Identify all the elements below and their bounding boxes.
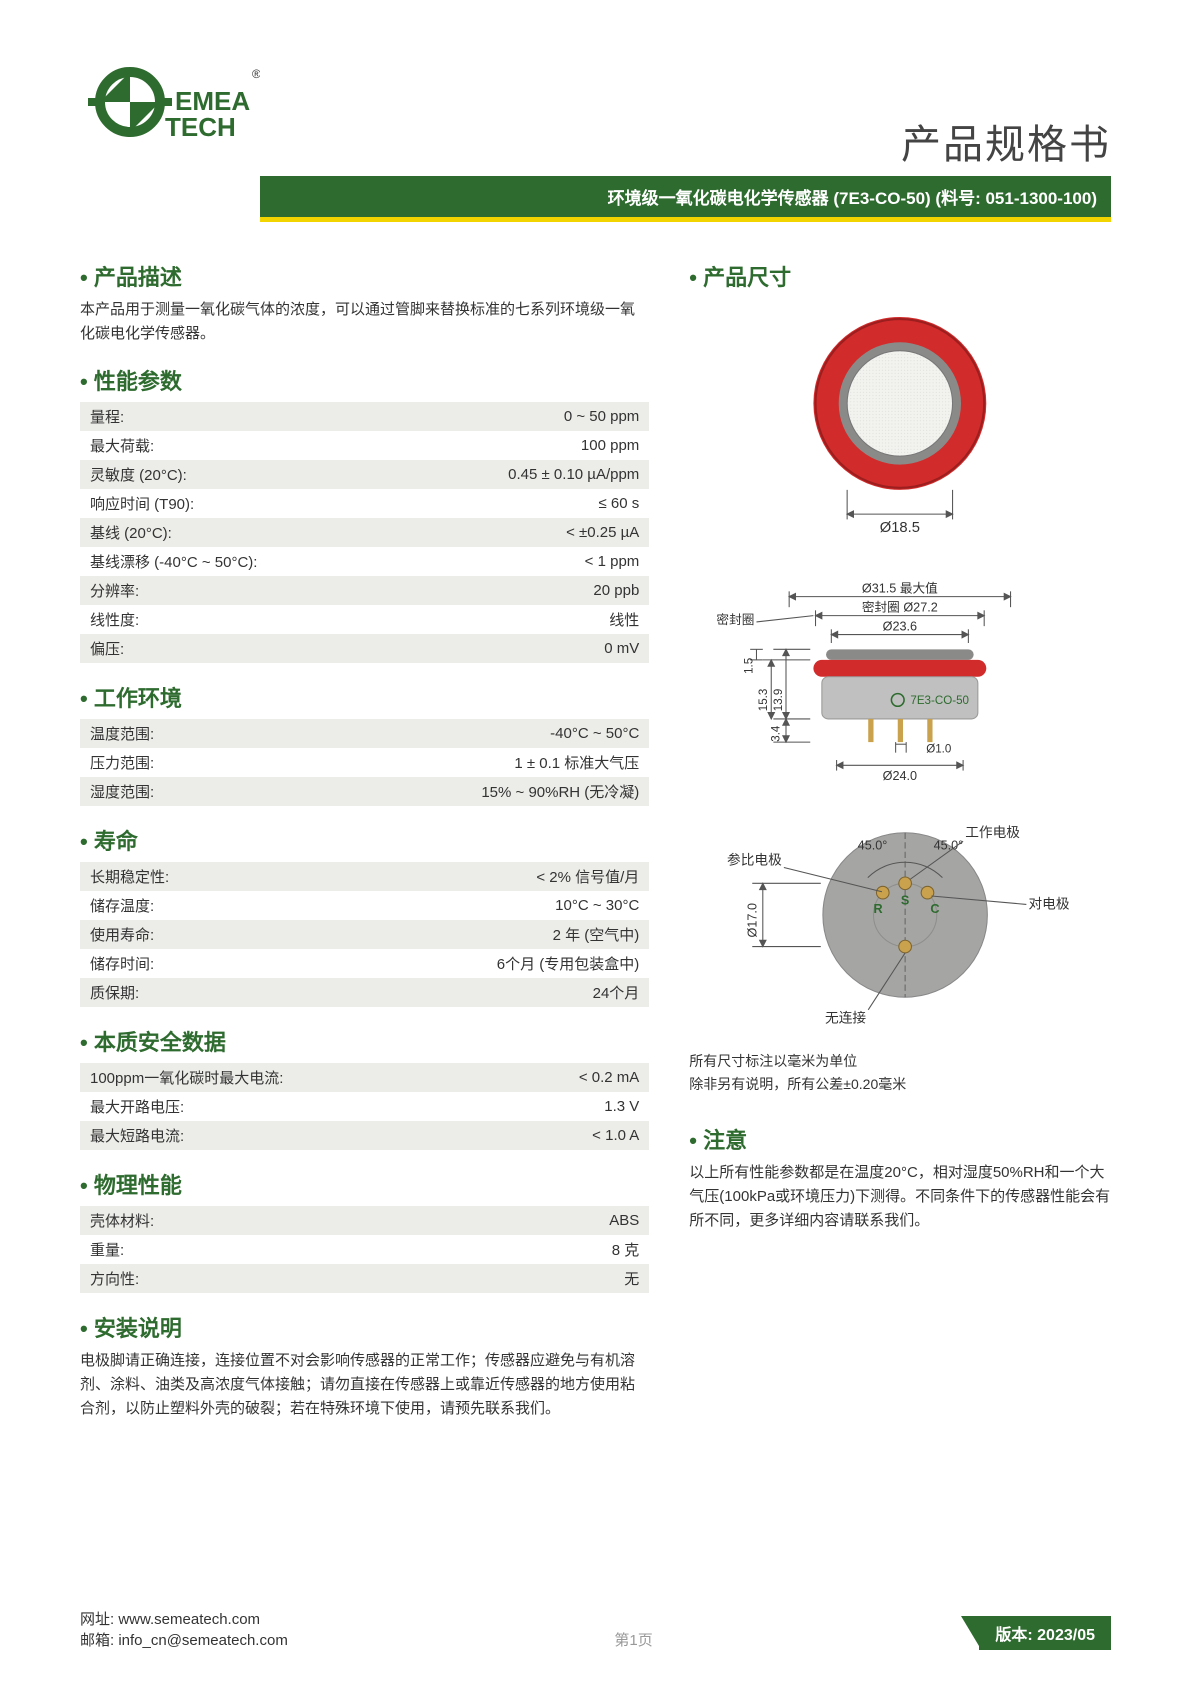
dim-pin-circle: Ø24.0: [883, 769, 917, 783]
table-row: 压力范围:1 ± 0.1 标准大气压: [80, 748, 649, 777]
document-title: 产品规格书: [901, 112, 1111, 170]
table-row: 储存温度:10°C ~ 30°C: [80, 891, 649, 920]
table-row: 温度范围:-40°C ~ 50°C: [80, 719, 649, 748]
table-row: 线性度:线性: [80, 605, 649, 634]
footer-page-number: 第1页: [614, 1629, 652, 1650]
diagram-side-view: Ø31.5 最大值 密封圈 Ø27.2 Ø23.6 密封圈 7E3-CO-50: [689, 565, 1111, 800]
registered-mark: ®: [252, 67, 260, 81]
table-row: 响应时间 (T90):≤ 60 s: [80, 489, 649, 518]
table-row: 长期稳定性:< 2% 信号值/月: [80, 862, 649, 891]
table-row: 储存时间:6个月 (专用包装盒中): [80, 949, 649, 978]
dim-angle-left: 45.0°: [858, 839, 888, 853]
dim-angle-right: 45.0°: [934, 839, 964, 853]
label-working-electrode: 工作电极: [966, 825, 1021, 840]
table-row: 灵敏度 (20°C):0.45 ± 0.10 µA/ppm: [80, 460, 649, 489]
product-banner: 环境级一氧化碳电化学传感器 (7E3-CO-50) (料号: 051-1300-…: [260, 176, 1111, 222]
dim-bottom-dia: Ø17.0: [746, 903, 760, 937]
dim-pin-len: 3.4: [771, 725, 783, 742]
table-row: 分辨率:20 ppb: [80, 576, 649, 605]
table-row: 方向性:无: [80, 1264, 649, 1293]
performance-table: 量程:0 ~ 50 ppm 最大荷载:100 ppm 灵敏度 (20°C):0.…: [80, 402, 649, 663]
table-row: 基线漂移 (-40°C ~ 50°C):< 1 ppm: [80, 547, 649, 576]
table-row: 壳体材料:ABS: [80, 1206, 649, 1235]
section-title-physical: 物理性能: [80, 1168, 649, 1200]
table-row: 量程:0 ~ 50 ppm: [80, 402, 649, 431]
description-text: 本产品用于测量一氧化碳气体的浓度，可以通过管脚来替换标准的七系列环境级一氧化碳电…: [80, 298, 649, 346]
table-row: 湿度范围:15% ~ 90%RH (无冷凝): [80, 777, 649, 806]
section-title-lifetime: 寿命: [80, 824, 649, 856]
label-reference-electrode: 参比电极: [727, 852, 782, 868]
dim-h-body: 13.9: [773, 688, 785, 711]
label-counter-electrode: 对电极: [1029, 897, 1070, 912]
pin-letter-s: S: [901, 894, 909, 908]
footer-website: 网址: www.semeatech.com: [80, 1608, 288, 1629]
page-footer: 网址: www.semeatech.com 邮箱: info_cn@semeat…: [80, 1608, 1111, 1650]
dimensions-note: 所有尺寸标注以毫米为单位 除非另有说明，所有公差±0.20毫米: [689, 1050, 1111, 1095]
svg-text:TECH: TECH: [165, 112, 236, 142]
table-row: 最大短路电流:< 1.0 A: [80, 1121, 649, 1150]
diagram-top-view: Ø18.5: [689, 298, 1111, 565]
diagram-bottom-view: R S C 45.0° 45.0°: [689, 799, 1111, 1034]
notice-text: 以上所有性能参数都是在温度20°C，相对湿度50%RH和一个大气压(100kPa…: [689, 1161, 1111, 1233]
table-row: 偏压:0 mV: [80, 634, 649, 663]
company-logo: EMEA TECH ®: [80, 60, 260, 170]
dim-h-notch: 1.5: [744, 657, 756, 673]
table-row: 使用寿命:2 年 (空气中): [80, 920, 649, 949]
section-title-description: 产品描述: [80, 260, 649, 292]
table-row: 最大开路电压:1.3 V: [80, 1092, 649, 1121]
footer-email: 邮箱: info_cn@semeatech.com: [80, 1629, 288, 1650]
section-title-installation: 安装说明: [80, 1311, 649, 1343]
part-label: 7E3-CO-50: [911, 695, 970, 707]
pin-letter-r: R: [874, 902, 883, 916]
installation-text: 电极脚请正确连接，连接位置不对会影响传感器的正常工作；传感器应避免与有机溶剂、涂…: [80, 1349, 649, 1421]
dim-inner-diameter: Ø18.5: [880, 520, 920, 536]
section-title-performance: 性能参数: [80, 364, 649, 396]
dim-body-dia: Ø23.6: [883, 619, 917, 633]
dim-max-outer: Ø31.5 最大值: [862, 580, 938, 595]
section-title-notice: 注意: [689, 1123, 1111, 1155]
label-nc: 无连接: [825, 1010, 866, 1026]
table-row: 100ppm一氧化碳时最大电流:< 0.2 mA: [80, 1063, 649, 1092]
dim-pin-dia: Ø1.0: [927, 743, 952, 755]
table-row: 基线 (20°C):< ±0.25 µA: [80, 518, 649, 547]
section-title-dimensions: 产品尺寸: [689, 260, 1111, 292]
footer-version-badge: 版本: 2023/05: [979, 1616, 1111, 1650]
dim-seal-ring: 密封圈 Ø27.2: [862, 599, 938, 614]
intrinsic-safety-table: 100ppm一氧化碳时最大电流:< 0.2 mA 最大开路电压:1.3 V 最大…: [80, 1063, 649, 1150]
dim-h-total: 15.3: [758, 688, 770, 711]
dim-seal-left: 密封圈: [717, 612, 755, 627]
table-row: 最大荷载:100 ppm: [80, 431, 649, 460]
lifetime-table: 长期稳定性:< 2% 信号值/月 储存温度:10°C ~ 30°C 使用寿命:2…: [80, 862, 649, 1007]
pin-letter-c: C: [931, 902, 940, 916]
section-title-operating-env: 工作环境: [80, 681, 649, 713]
operating-env-table: 温度范围:-40°C ~ 50°C 压力范围:1 ± 0.1 标准大气压 湿度范…: [80, 719, 649, 806]
section-title-intrinsic-safety: 本质安全数据: [80, 1025, 649, 1057]
table-row: 重量:8 克: [80, 1235, 649, 1264]
physical-table: 壳体材料:ABS 重量:8 克 方向性:无: [80, 1206, 649, 1293]
table-row: 质保期:24个月: [80, 978, 649, 1007]
